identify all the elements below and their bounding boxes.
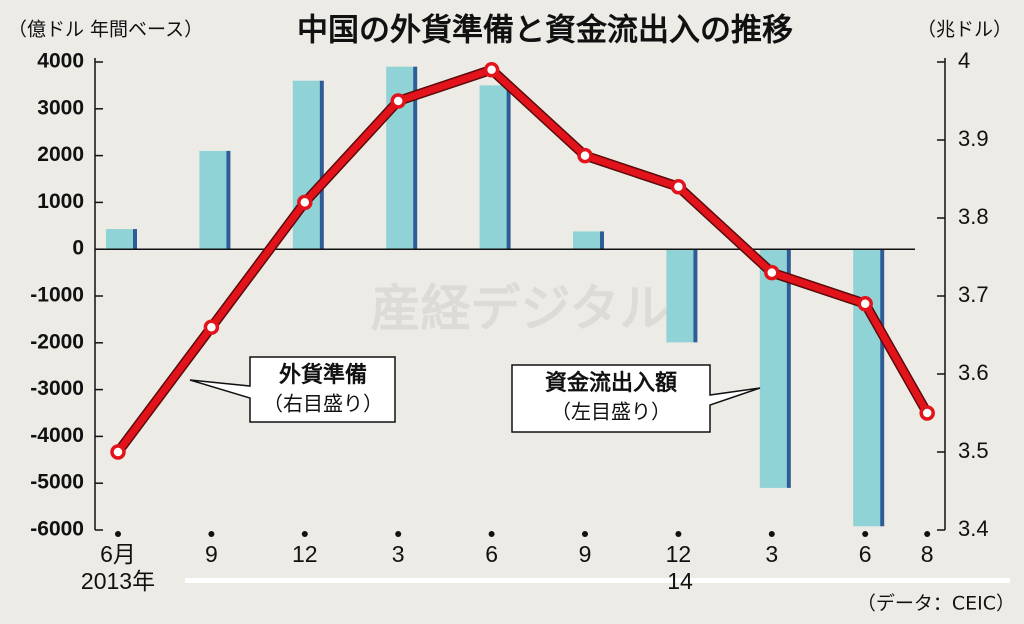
bar: [853, 249, 885, 527]
y2-tick-label: 3.4: [958, 516, 989, 541]
bar-edge: [133, 229, 137, 250]
bar: [199, 150, 231, 250]
bar-face: [573, 231, 600, 250]
line-point: [483, 62, 500, 78]
x-tick: [301, 531, 308, 537]
bar: [759, 249, 791, 488]
y-tick-label: 0: [72, 237, 84, 260]
bar-edge: [226, 150, 231, 250]
y2-tick-label: 3.8: [958, 204, 989, 229]
y-tick-label: -1000: [30, 284, 84, 307]
x-tick: [582, 531, 588, 537]
bar-face: [199, 150, 227, 250]
y-tick-label: 2000: [37, 143, 84, 166]
year-label: 2013年: [81, 568, 155, 594]
legend-note: （右目盛り）: [263, 392, 383, 416]
line-point: [203, 319, 220, 335]
line-point: [110, 444, 126, 460]
y-tick-label: -6000: [30, 518, 84, 541]
y-tick-label: 1000: [37, 190, 84, 213]
bar-edge: [319, 80, 324, 250]
x-tick: [208, 531, 215, 537]
x-tick-label: 12: [666, 541, 692, 567]
line-point: [297, 194, 313, 211]
x-tick: [924, 531, 931, 537]
y2-tick-label: 4: [958, 48, 970, 73]
x-tick: [675, 531, 682, 537]
line-point: [919, 405, 935, 421]
x-tick-label: 6月: [100, 541, 136, 567]
bar: [292, 80, 324, 250]
x-tick-label: 6: [485, 541, 498, 567]
bar-edge: [413, 66, 418, 250]
y-tick-label: -3000: [30, 377, 84, 400]
x-tick-label: 3: [392, 541, 405, 567]
x-tick: [395, 531, 402, 537]
y-tick-label: -4000: [30, 424, 84, 447]
legend-label: 資金流出入額: [545, 370, 677, 396]
y-tick-label: -2000: [30, 330, 84, 353]
line-point: [670, 179, 687, 195]
x-tick-label: 12: [292, 541, 318, 567]
y-tick-label: 3000: [37, 96, 84, 119]
y-tick-label: 4000: [37, 50, 84, 73]
bar-face: [759, 249, 787, 488]
y2-tick-label: 3.6: [958, 360, 989, 385]
line-point: [857, 296, 873, 312]
line-point: [764, 264, 780, 281]
watermark: 産経デジタル: [371, 280, 670, 338]
chart-title: 中国の外貨準備と資金流出入の推移: [297, 13, 793, 49]
x-tick: [115, 531, 121, 537]
bar-face: [853, 249, 881, 527]
y2-axis-label: （兆ドル）: [917, 19, 1012, 41]
x-tick: [488, 531, 495, 537]
y-tick-label: -5000: [30, 471, 84, 494]
bar: [106, 229, 137, 250]
year-label: 14: [667, 568, 693, 594]
x-tick-label: 6: [859, 541, 872, 567]
bar-edge: [880, 249, 885, 527]
x-tick-label: 8: [921, 541, 934, 567]
year-divider: [185, 578, 1010, 583]
bar-edge: [600, 231, 604, 250]
bar-face: [479, 85, 507, 250]
bar: [479, 85, 511, 250]
line-point: [390, 93, 406, 109]
bar-edge: [693, 249, 698, 343]
callout-box: [511, 364, 761, 433]
line-point: [577, 147, 593, 164]
legend-note: （左目盛り）: [551, 400, 671, 424]
legend-label: 外貨準備: [279, 362, 367, 388]
callout-box: [189, 356, 396, 423]
y-axis-label: （億ドル 年間ベース）: [8, 19, 203, 41]
y2-tick-label: 3.7: [958, 282, 989, 307]
x-tick-label: 9: [205, 541, 218, 567]
x-tick: [862, 531, 869, 537]
bar-edge: [786, 249, 791, 488]
bar-edge: [506, 85, 511, 250]
x-tick: [768, 531, 775, 537]
bar-face: [666, 249, 694, 343]
bar-face: [292, 80, 320, 250]
x-tick-label: 3: [765, 541, 778, 567]
bar-face: [106, 229, 133, 250]
y2-tick-label: 3.5: [958, 438, 989, 463]
bar: [666, 249, 698, 343]
x-tick-label: 9: [579, 541, 592, 567]
line: [115, 66, 931, 455]
source: （データ：CEIC）: [857, 593, 1015, 615]
y2-tick-label: 3.9: [958, 126, 989, 151]
bar: [573, 231, 604, 250]
